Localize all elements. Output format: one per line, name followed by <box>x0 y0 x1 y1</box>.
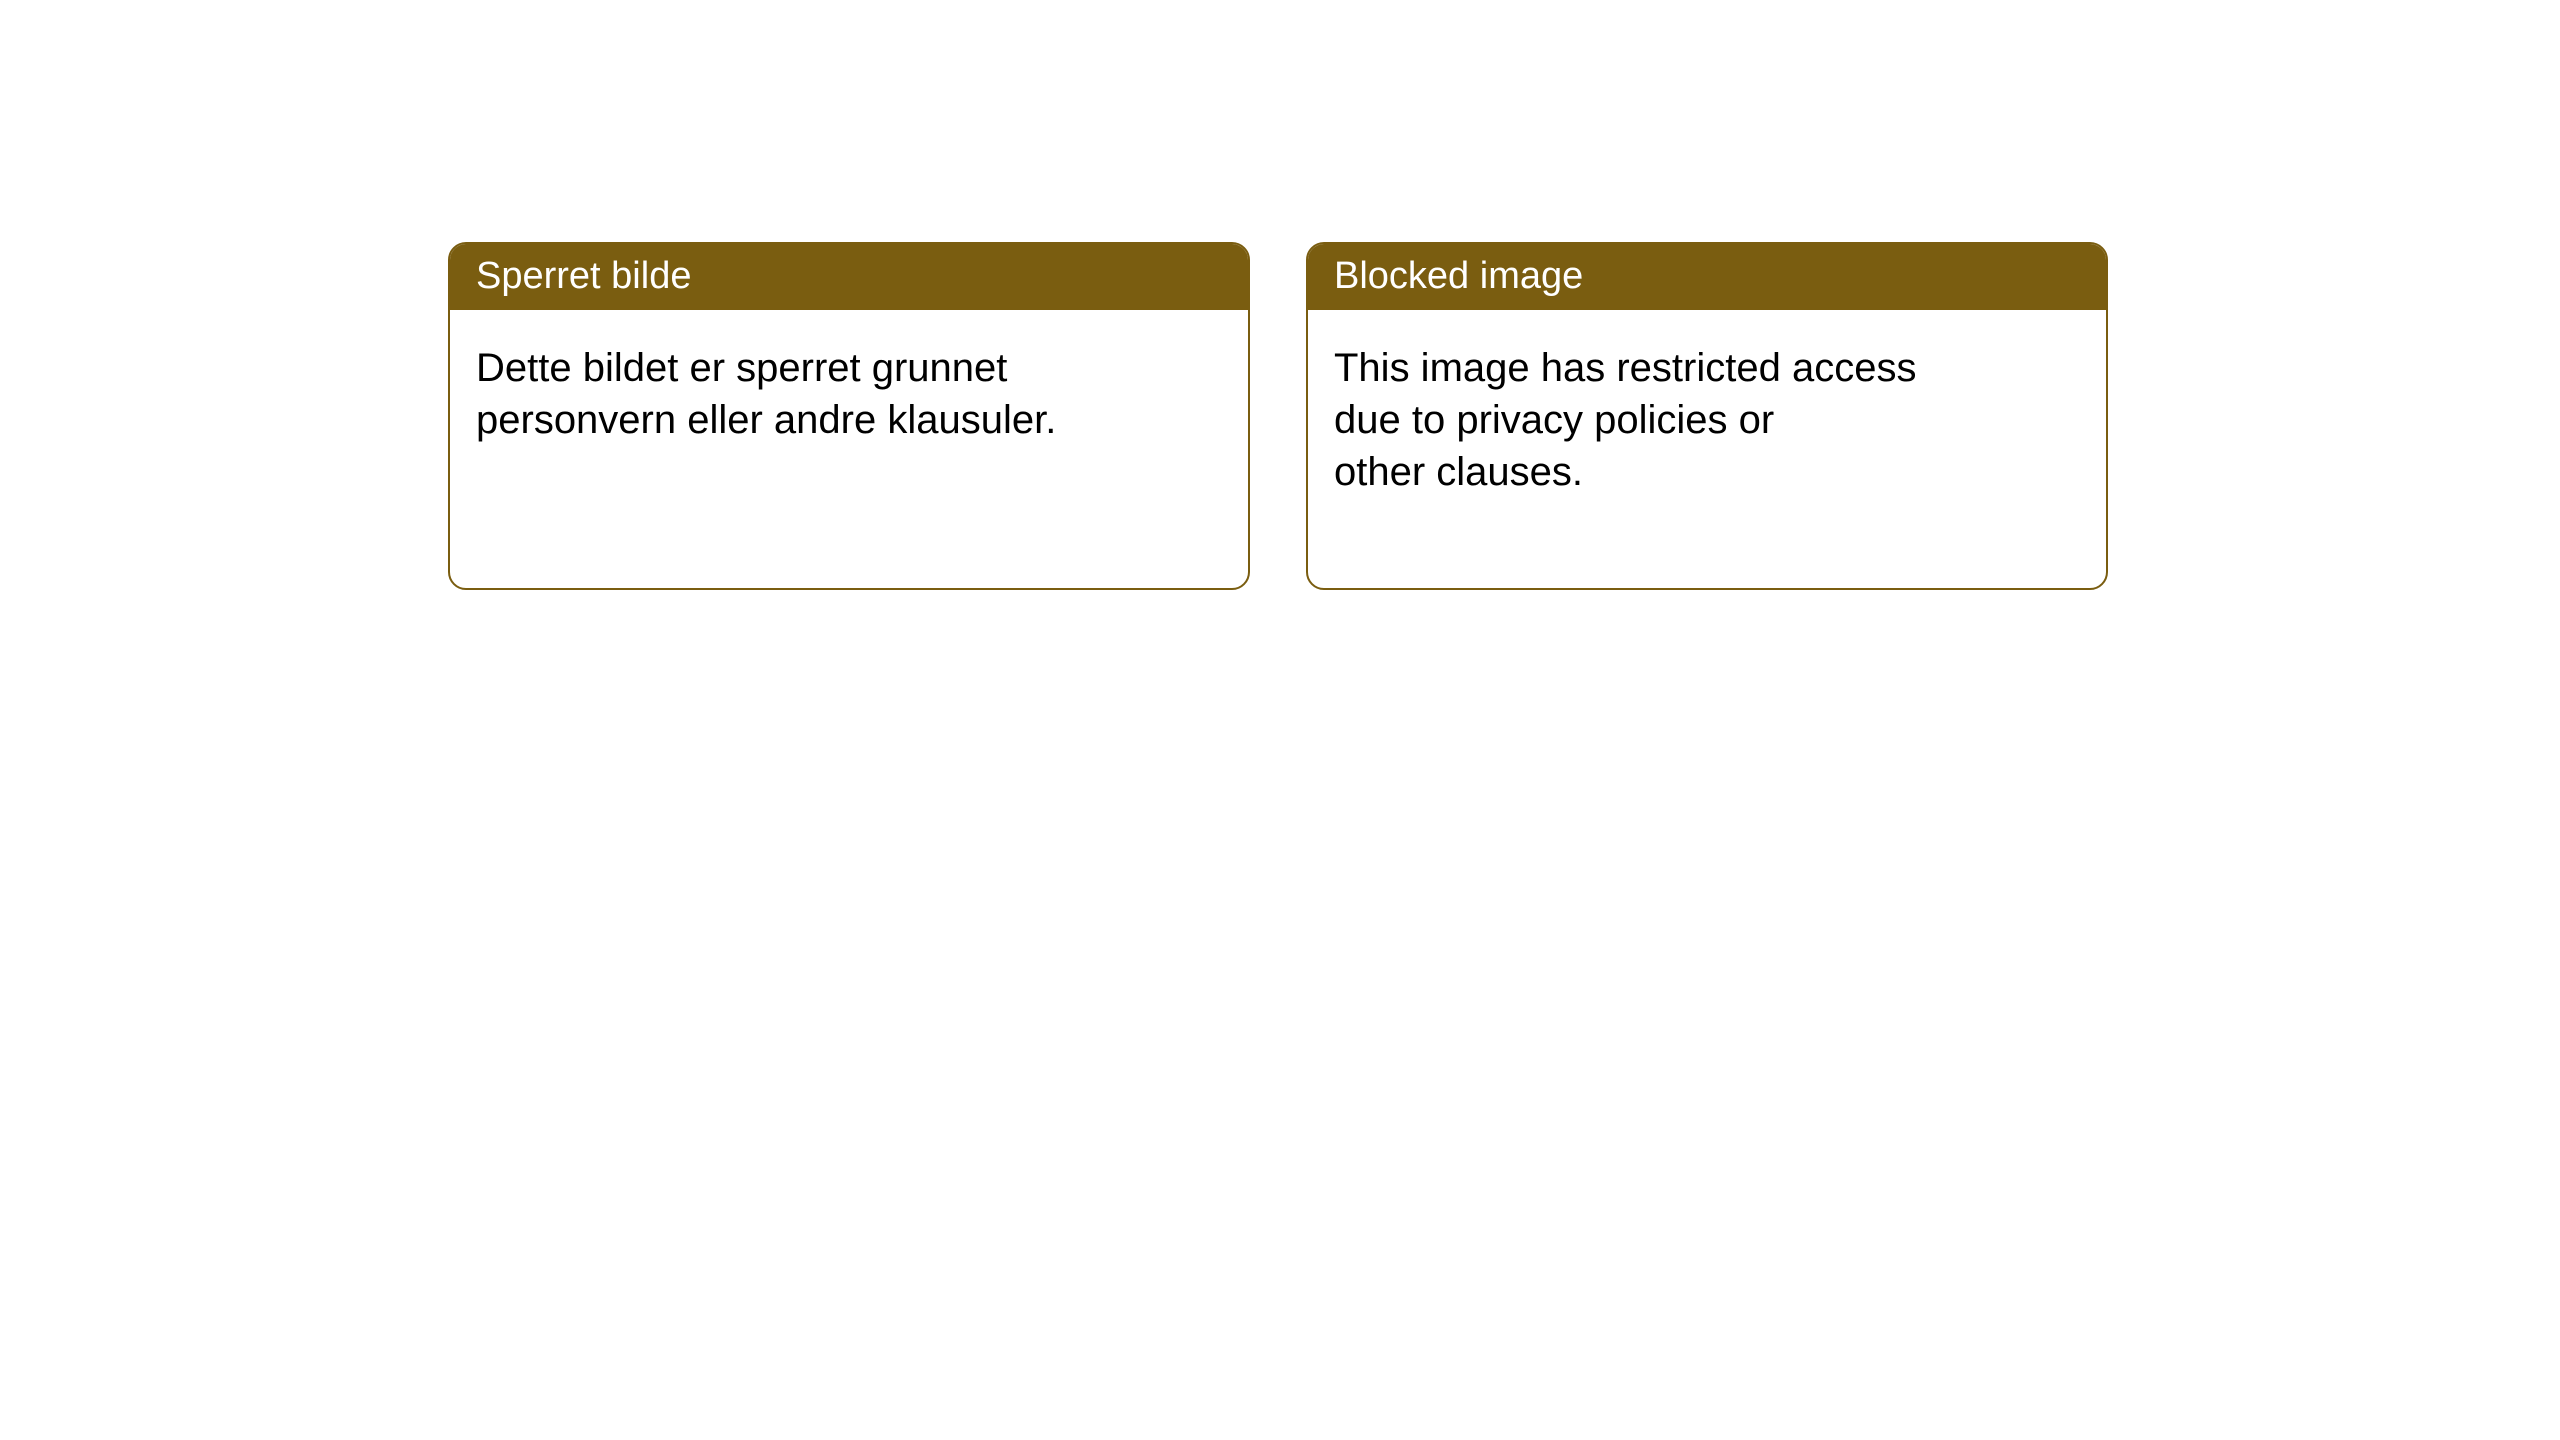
notice-card-no: Sperret bilde Dette bildet er sperret gr… <box>448 242 1250 590</box>
notice-body-no: Dette bildet er sperret grunnet personve… <box>450 310 1150 536</box>
notice-container: Sperret bilde Dette bildet er sperret gr… <box>0 0 2560 590</box>
notice-card-en: Blocked image This image has restricted … <box>1306 242 2108 590</box>
notice-title-no: Sperret bilde <box>450 244 1248 310</box>
notice-title-en: Blocked image <box>1308 244 2106 310</box>
notice-body-en: This image has restricted access due to … <box>1308 310 2008 588</box>
